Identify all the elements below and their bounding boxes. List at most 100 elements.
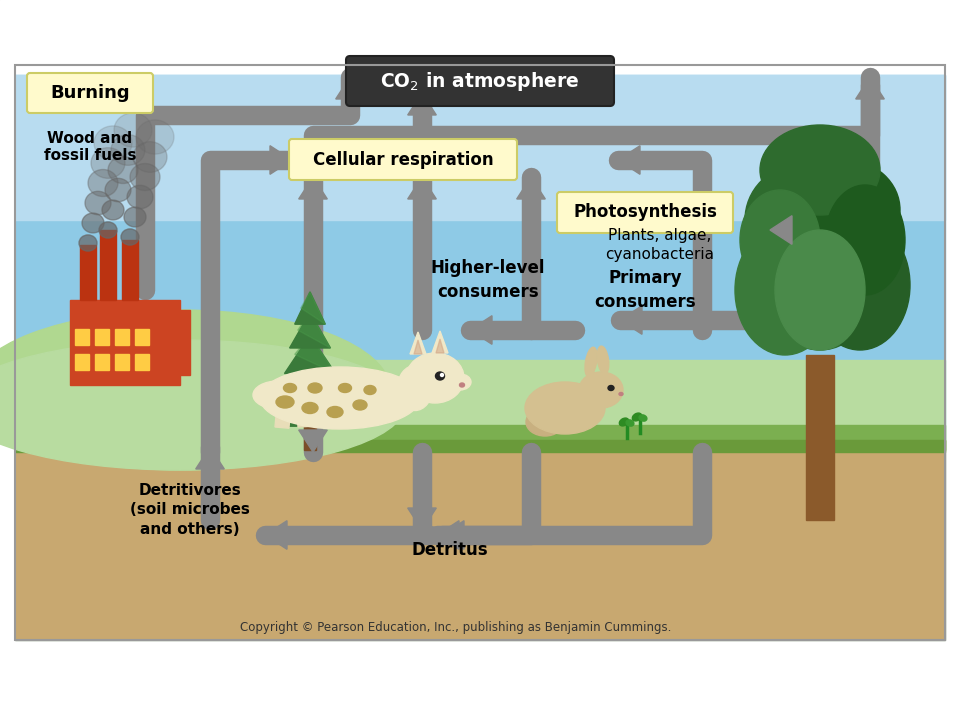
Polygon shape (290, 384, 344, 426)
Ellipse shape (94, 126, 132, 160)
Polygon shape (470, 315, 492, 344)
Ellipse shape (0, 340, 405, 470)
FancyBboxPatch shape (27, 73, 153, 113)
Ellipse shape (579, 372, 623, 408)
Polygon shape (437, 521, 459, 549)
Ellipse shape (133, 142, 167, 172)
Bar (95, 354, 109, 370)
Text: Burning: Burning (50, 84, 130, 102)
Polygon shape (442, 521, 464, 549)
Polygon shape (516, 177, 545, 199)
Polygon shape (408, 93, 436, 115)
Ellipse shape (597, 346, 609, 374)
Text: Detritus: Detritus (412, 541, 489, 559)
Ellipse shape (114, 113, 152, 147)
FancyBboxPatch shape (346, 56, 614, 106)
Polygon shape (284, 336, 335, 374)
Bar (80, 245, 96, 300)
Ellipse shape (353, 400, 367, 410)
Polygon shape (292, 360, 341, 401)
Polygon shape (620, 306, 642, 334)
Bar (100, 230, 116, 300)
Bar (325, 395, 340, 428)
Polygon shape (270, 145, 292, 174)
Bar (115, 354, 129, 370)
Polygon shape (265, 521, 287, 549)
Text: Wood and
fossil fuels: Wood and fossil fuels (44, 131, 136, 163)
Ellipse shape (79, 235, 97, 251)
Text: Primary
consumers: Primary consumers (594, 269, 696, 311)
Ellipse shape (810, 220, 910, 350)
Ellipse shape (441, 374, 444, 377)
Ellipse shape (105, 179, 131, 202)
Bar (135, 329, 149, 345)
Ellipse shape (633, 413, 641, 421)
Text: Plants, algae,
cyanobacteria: Plants, algae, cyanobacteria (606, 228, 714, 262)
Ellipse shape (585, 347, 597, 377)
Polygon shape (295, 292, 325, 324)
Ellipse shape (88, 169, 118, 197)
Ellipse shape (99, 222, 117, 238)
Ellipse shape (127, 185, 153, 209)
Text: CO$_2$ in atmosphere: CO$_2$ in atmosphere (380, 70, 580, 92)
Polygon shape (336, 77, 364, 99)
Ellipse shape (253, 381, 303, 409)
Polygon shape (410, 332, 426, 354)
Bar (75, 354, 89, 370)
Bar (15, 425, 945, 450)
Polygon shape (290, 312, 330, 348)
Bar (15, 360, 945, 450)
Text: Detritivores
(soil microbes
and others): Detritivores (soil microbes and others) (130, 482, 250, 537)
Ellipse shape (745, 165, 855, 275)
Ellipse shape (775, 230, 865, 350)
Polygon shape (298, 312, 330, 348)
Polygon shape (299, 177, 327, 199)
Ellipse shape (0, 310, 390, 470)
Text: Photosynthesis: Photosynthesis (573, 203, 717, 221)
Ellipse shape (82, 213, 104, 233)
Polygon shape (855, 77, 884, 99)
Ellipse shape (108, 156, 138, 184)
Bar (15, 440, 945, 640)
Ellipse shape (760, 125, 880, 215)
Polygon shape (196, 447, 225, 469)
Ellipse shape (619, 392, 623, 395)
Ellipse shape (740, 190, 820, 290)
Bar (15, 75, 945, 640)
Polygon shape (276, 384, 344, 426)
Ellipse shape (364, 385, 376, 395)
Polygon shape (414, 340, 422, 354)
Bar (275, 395, 292, 428)
Ellipse shape (397, 366, 433, 410)
Ellipse shape (124, 207, 146, 227)
Bar (15, 75, 945, 220)
Bar (15, 440, 945, 452)
Bar (122, 240, 138, 300)
Bar (806, 355, 834, 520)
Bar (135, 354, 149, 370)
Ellipse shape (283, 384, 297, 392)
FancyBboxPatch shape (289, 139, 517, 180)
Polygon shape (432, 331, 448, 353)
Polygon shape (279, 360, 341, 401)
Polygon shape (299, 430, 327, 452)
Ellipse shape (619, 418, 629, 426)
Ellipse shape (260, 367, 420, 429)
Polygon shape (300, 292, 325, 324)
Bar (95, 329, 109, 345)
Ellipse shape (111, 135, 145, 166)
Bar (150, 310, 190, 375)
Ellipse shape (308, 383, 322, 393)
Ellipse shape (735, 225, 835, 355)
Polygon shape (408, 177, 436, 199)
Bar (75, 329, 89, 345)
Bar (304, 418, 316, 450)
Bar (15, 65, 945, 640)
Bar (297, 395, 312, 427)
Bar (349, 394, 366, 427)
Ellipse shape (276, 396, 294, 408)
Text: Copyright © Pearson Education, Inc., publishing as Benjamin Cummings.: Copyright © Pearson Education, Inc., pub… (240, 621, 671, 634)
Polygon shape (408, 508, 436, 530)
Polygon shape (770, 216, 792, 244)
Ellipse shape (639, 415, 647, 421)
